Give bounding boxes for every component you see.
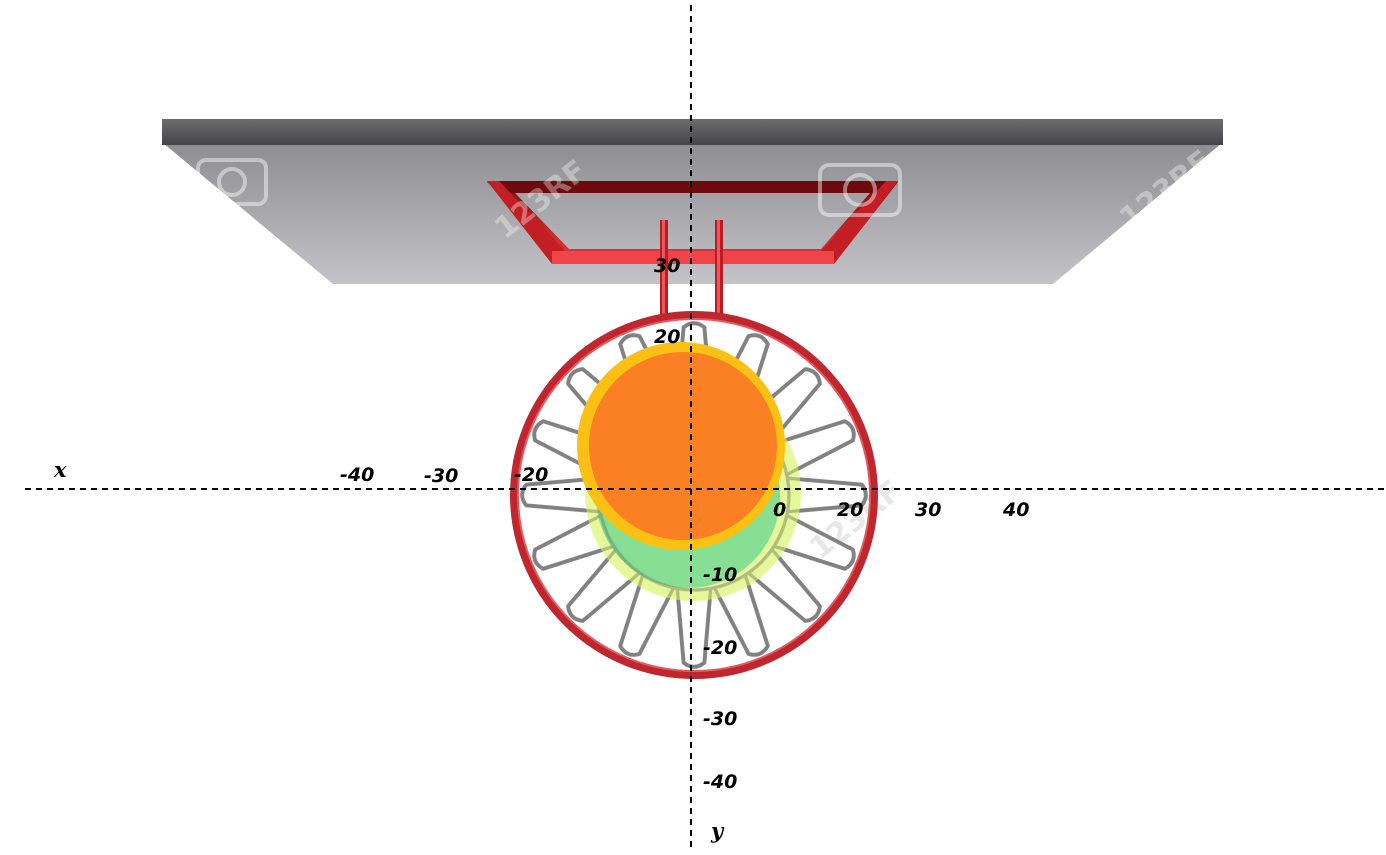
x-tick-label: -40 <box>340 464 374 486</box>
net-loop <box>713 333 770 416</box>
net-loop <box>520 476 601 514</box>
y-tick-label: 30 <box>654 255 680 277</box>
hoop-bracket <box>660 220 723 315</box>
y-tick-label: -40 <box>703 771 737 793</box>
net-loop <box>618 333 675 416</box>
net-loop <box>747 548 822 623</box>
net-loop <box>773 419 856 477</box>
net-loop <box>787 476 868 514</box>
target-box-right-side <box>821 181 898 264</box>
net-loop <box>713 574 770 657</box>
target-box-bottom-bar <box>552 251 834 264</box>
backboard-top-edge <box>162 119 1223 145</box>
x-tick-label: 20 <box>837 499 863 521</box>
net-loop <box>566 367 641 442</box>
net-loop <box>532 419 615 477</box>
net-loop <box>566 548 641 623</box>
ball <box>589 352 777 540</box>
net-loop <box>566 367 641 442</box>
net-loop <box>675 321 713 402</box>
backboard-face <box>163 143 1222 284</box>
net-loop <box>675 321 713 402</box>
net-loop <box>787 476 868 514</box>
y-axis-name: y <box>710 818 725 843</box>
net-loop <box>675 588 713 669</box>
y-tick-label: -30 <box>703 708 737 730</box>
net-loop <box>532 514 615 571</box>
net-loop <box>712 574 770 657</box>
net-loop <box>532 513 615 571</box>
y-tick-label: -10 <box>703 564 737 586</box>
y-tick-label: -20 <box>703 637 737 659</box>
hoop-rim <box>510 311 878 679</box>
net-loop <box>747 367 822 442</box>
x-tick-label: 40 <box>1002 499 1029 521</box>
x-tick-label: 30 <box>915 499 941 521</box>
net-loop <box>675 588 713 669</box>
net-loop <box>618 333 676 416</box>
camera-watermark-icon <box>196 158 902 217</box>
net-loop <box>747 367 822 442</box>
target-box-top-bar <box>487 181 898 193</box>
net-loop <box>747 548 822 623</box>
net-loop <box>520 476 601 514</box>
hoop-rim-highlight <box>517 318 871 672</box>
net-loop <box>532 419 615 476</box>
net-loop <box>566 548 641 623</box>
net-loop <box>618 574 675 657</box>
net-loop <box>618 574 676 657</box>
target-box-left-side <box>487 181 565 264</box>
net-loop <box>773 513 856 571</box>
net-loop <box>773 514 856 571</box>
net-loop <box>712 333 770 416</box>
x-axis-name: x <box>53 457 67 482</box>
x-tick-label: -20 <box>514 464 548 486</box>
x-tick-label: -30 <box>424 465 458 487</box>
x-tick-label: 0 <box>773 499 786 521</box>
y-tick-label: 20 <box>654 326 680 348</box>
backboard <box>162 119 1223 284</box>
net-loop <box>773 419 856 476</box>
